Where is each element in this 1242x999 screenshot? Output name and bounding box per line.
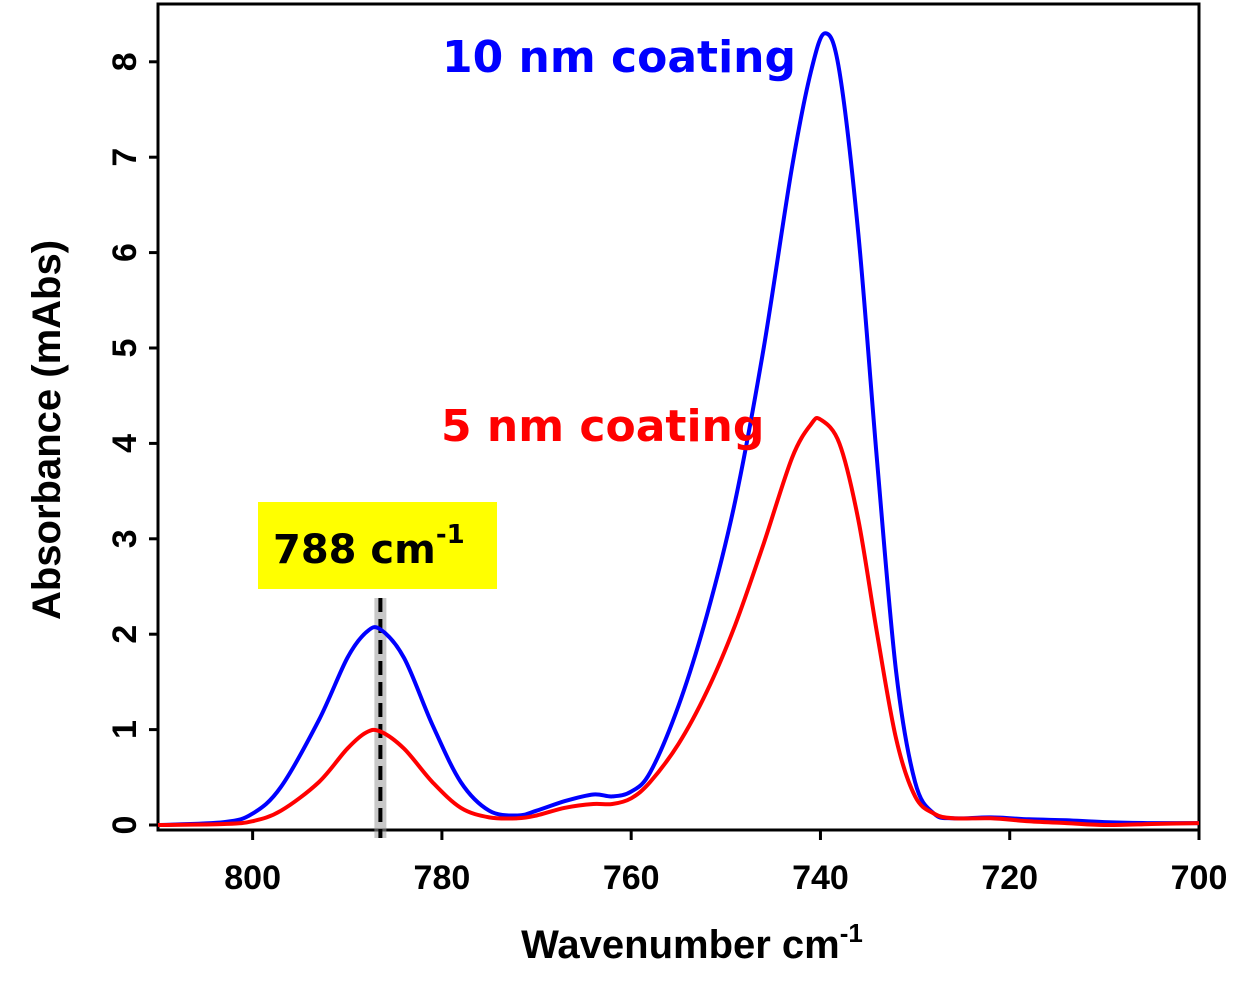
plot-frame bbox=[156, 2, 1201, 832]
x-tick-label: 740 bbox=[792, 859, 849, 897]
y-axis-ticks: 0 1 2 3 4 5 6 7 8 bbox=[106, 52, 158, 834]
x-axis-ticks: 800 780 760 740 720 700 bbox=[224, 830, 1227, 897]
y-tick-label: 4 bbox=[106, 434, 144, 453]
x-tick-label: 700 bbox=[1171, 859, 1228, 897]
peak-marker-annotation: 788 cm-1 bbox=[258, 502, 497, 838]
y-tick-label: 3 bbox=[106, 529, 144, 548]
annotation-label: 788 cm-1 bbox=[273, 520, 465, 573]
y-tick-label: 0 bbox=[106, 816, 144, 835]
series-label-5nm: 5 nm coating bbox=[441, 401, 764, 452]
y-tick-label: 6 bbox=[106, 243, 144, 262]
y-tick-label: 5 bbox=[106, 339, 144, 358]
series-line-5nm bbox=[157, 415, 1200, 828]
series-label-10nm: 10 nm coating bbox=[442, 32, 796, 83]
x-tick-label: 720 bbox=[981, 859, 1038, 897]
x-axis-title: Wavenumber cm-1 bbox=[521, 918, 863, 967]
y-tick-label: 1 bbox=[106, 720, 144, 739]
x-tick-label: 760 bbox=[603, 859, 660, 897]
y-axis-title: Absorbance (mAbs) bbox=[25, 240, 69, 620]
x-tick-label: 780 bbox=[414, 859, 471, 897]
y-tick-label: 7 bbox=[106, 148, 144, 167]
x-tick-label: 800 bbox=[224, 859, 281, 897]
y-tick-label: 2 bbox=[106, 625, 144, 644]
annotation-box bbox=[258, 502, 497, 589]
y-tick-label: 8 bbox=[106, 52, 144, 71]
